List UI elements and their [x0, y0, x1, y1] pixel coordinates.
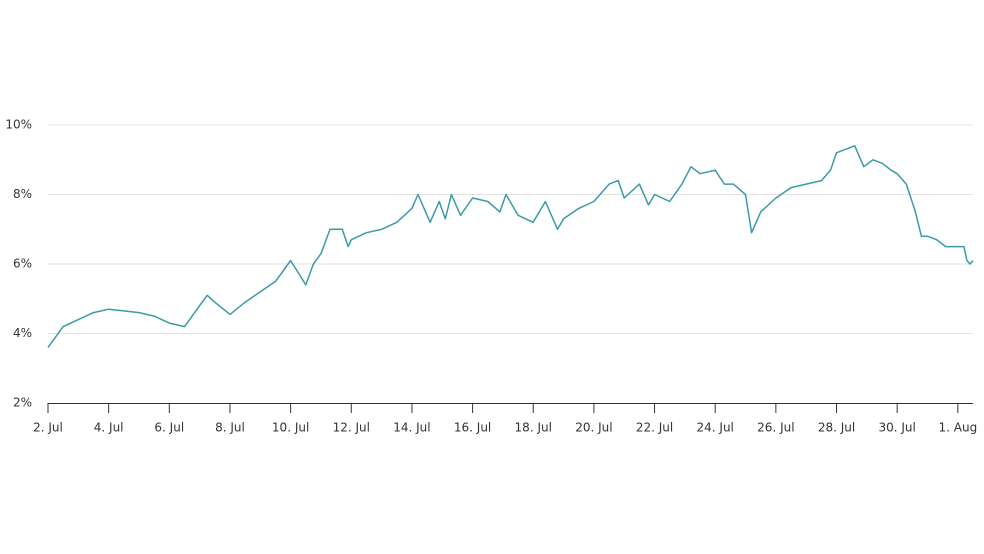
x-tick-label: 8. Jul: [215, 421, 245, 435]
x-tick-label: 20. Jul: [575, 421, 612, 435]
x-tick-label: 6. Jul: [154, 421, 184, 435]
x-tick-label: 10. Jul: [272, 421, 309, 435]
x-tick-label: 26. Jul: [757, 421, 794, 435]
x-tick-label: 2. Jul: [33, 421, 63, 435]
y-tick-label: 8%: [13, 187, 32, 201]
line: [47, 145, 974, 348]
x-tick-label: 4. Jul: [94, 421, 124, 435]
x-tick-label: 14. Jul: [393, 421, 430, 435]
x-tick-label: 22. Jul: [636, 421, 673, 435]
x-tick-label: 18. Jul: [515, 421, 552, 435]
y-tick-label: 10%: [5, 118, 32, 132]
y-tick-label: 6%: [13, 257, 32, 271]
x-tick-label: 16. Jul: [454, 421, 491, 435]
x-tick-label: 30. Jul: [878, 421, 915, 435]
x-tick-label: 28. Jul: [818, 421, 855, 435]
x-tick-label: 24. Jul: [697, 421, 734, 435]
x-tick-label: 12. Jul: [333, 421, 370, 435]
y-tick-label: 2%: [13, 396, 32, 410]
x-tick-label: 1. Aug: [938, 421, 977, 435]
y-tick-label: 4%: [13, 326, 32, 340]
